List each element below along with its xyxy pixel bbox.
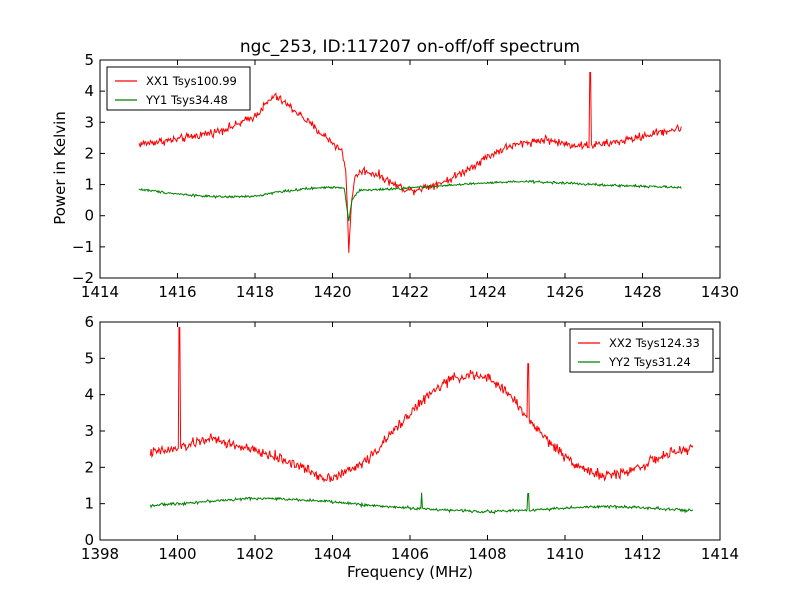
y-tick-label: 1	[84, 176, 94, 194]
legend-entry: XX2 Tsys124.33	[609, 336, 700, 350]
y-tick-label: 0	[84, 207, 94, 225]
y-tick-label: 4	[84, 386, 94, 404]
legend: XX2 Tsys124.33 YY2 Tsys31.24	[569, 328, 714, 373]
y-tick-label: −1	[72, 238, 94, 256]
x-tick-label: 1412	[623, 545, 661, 563]
x-tick-label: 1430	[701, 283, 739, 301]
y-tick-label: 0	[84, 531, 94, 549]
legend-entry: XX1 Tsys100.99	[146, 74, 237, 88]
y-tick-label: 3	[84, 113, 94, 131]
y-tick-label: 1	[84, 495, 94, 513]
x-tick-label: 1410	[546, 545, 584, 563]
series-line-yy1	[138, 179, 682, 222]
x-tick-label: 1424	[468, 283, 506, 301]
x-tick-label: 1426	[546, 283, 584, 301]
bottom-spectrum-panel: 1398 1400 1402 1404 1406 1408 1410 1412 1414 0 1 2 3…	[81, 313, 739, 563]
x-tick-label: 1400	[158, 545, 196, 563]
legend-entry: YY2 Tsys31.24	[608, 355, 691, 369]
x-tick-label: 1422	[391, 283, 429, 301]
top-spectrum-panel: 1414 1416 1418 1420 1422 1424 1426 1428 1430−2−1…	[72, 51, 739, 301]
x-tick-label: 1398	[81, 545, 119, 563]
x-tick-label: 1404	[313, 545, 351, 563]
x-tick-label: 1414	[701, 545, 739, 563]
x-tick-label: 1408	[468, 545, 506, 563]
y-tick-label: 5	[84, 51, 94, 69]
y-tick-label: 6	[84, 313, 94, 331]
y-tick-label: 2	[84, 458, 94, 476]
series-line-xx1	[138, 72, 682, 253]
series-line-xx2	[149, 327, 694, 483]
y-tick-label: 5	[84, 349, 94, 367]
x-tick-label: 1416	[158, 283, 196, 301]
x-tick-label: 1420	[313, 283, 351, 301]
series-line-yy2	[149, 492, 694, 515]
x-axis-label: Frequency (MHz)	[347, 563, 473, 581]
legend-box	[106, 66, 251, 111]
legend: XX1 Tsys100.99 YY1 Tsys34.48	[106, 66, 251, 111]
y-axis-label: Power in Kelvin	[51, 111, 69, 225]
x-tick-label: 1428	[623, 283, 661, 301]
x-tick-label: 1418	[236, 283, 274, 301]
legend-entry: YY1 Tsys34.48	[145, 93, 228, 107]
legend-box	[569, 328, 714, 373]
x-tick-label: 1406	[391, 545, 429, 563]
figure-title: ngc_253, ID:117207 on-off/off spectrum	[240, 37, 580, 57]
y-tick-label: 2	[84, 144, 94, 162]
x-tick-label: 1414	[81, 283, 119, 301]
y-tick-label: 3	[84, 422, 94, 440]
y-tick-label: −2	[72, 269, 94, 287]
x-tick-label: 1402	[236, 545, 274, 563]
y-tick-label: 4	[84, 82, 94, 100]
